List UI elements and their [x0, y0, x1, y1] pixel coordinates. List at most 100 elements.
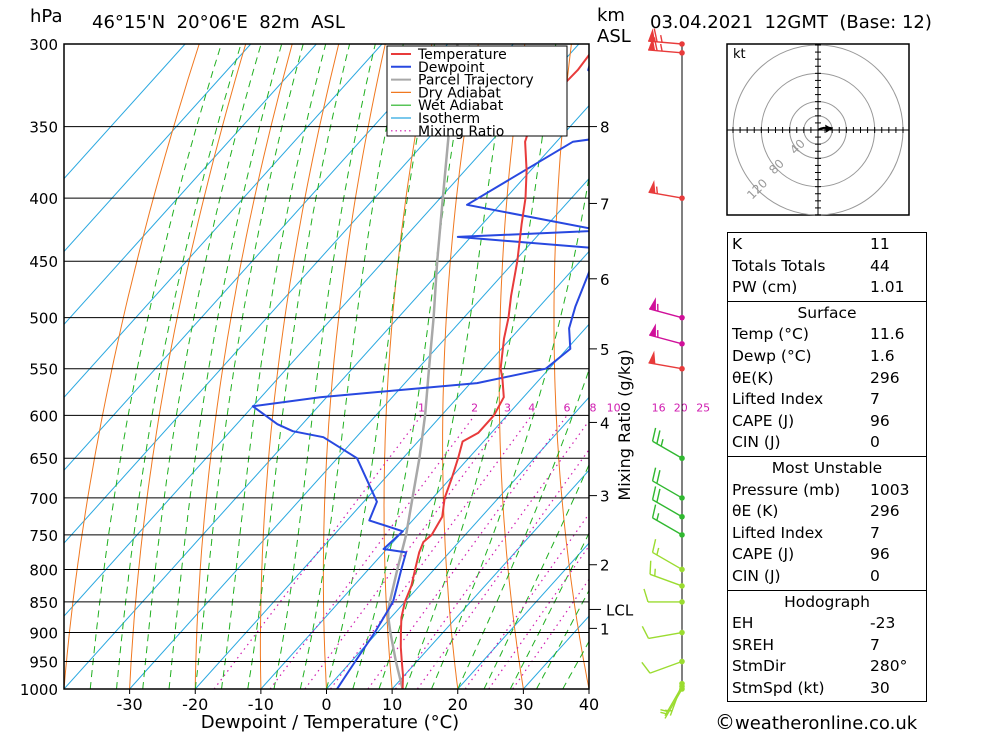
sounding-curves [253, 44, 641, 689]
row-value: 96 [870, 411, 920, 433]
height-tick-label: 3 [600, 488, 610, 506]
dry-adiabat-line [130, 44, 246, 689]
pressure-tick-label: 500 [29, 310, 58, 328]
wind-barb [649, 180, 685, 201]
height-tick-label: 2 [600, 557, 610, 575]
height-tick-label: 4 [600, 414, 610, 432]
table-row: Dewp (°C) 1.6 [728, 346, 926, 368]
wet-adiabat-line [405, 44, 556, 689]
wind-barb-staff [670, 684, 682, 716]
height-tick-label: 8 [600, 119, 610, 137]
row-label: PW (cm) [732, 277, 797, 299]
table-row: CIN (J)0 [728, 566, 926, 588]
mixing-ratio-label: 6 [564, 401, 571, 414]
pressure-tick-label: 700 [29, 490, 58, 508]
row-value: 44 [870, 256, 920, 278]
row-label: Totals Totals [732, 256, 825, 278]
dry-adiabat-line [195, 44, 292, 689]
row-label: Lifted Index [732, 389, 823, 411]
row-value: 96 [870, 544, 920, 566]
wind-barb [653, 468, 685, 501]
wet-adiabat-line [458, 44, 671, 689]
wind-barb-pennant [649, 297, 656, 310]
table-row: Temp (°C)11.6 [728, 324, 926, 346]
isotherm-line [0, 44, 448, 689]
wind-barb [649, 323, 685, 346]
row-label: EH [732, 613, 753, 635]
row-value: 11 [870, 234, 920, 256]
wind-barb-half-flag [661, 439, 663, 446]
row-value: 1.01 [870, 277, 920, 299]
pressure-tick-label: 400 [29, 190, 58, 208]
height-unit-km: km [597, 5, 625, 26]
mixing-ratio-line [513, 415, 704, 689]
height-tick-label: 7 [600, 195, 610, 213]
height-unit-asl: ASL [597, 26, 631, 47]
wet-adiabat-line [222, 44, 326, 689]
mixing-ratio-line [214, 415, 421, 689]
x-tick-label: 30 [513, 695, 533, 714]
row-value: 7 [870, 389, 920, 411]
wet-adiabat-line [353, 44, 470, 689]
wind-barb-flag [650, 561, 651, 575]
row-value: 1.6 [870, 346, 920, 368]
row-value: 7 [870, 523, 920, 545]
section-title: Hodograph [728, 592, 926, 614]
row-value: 296 [870, 501, 920, 523]
row-label: CIN (J) [732, 566, 781, 588]
mixing-ratio-label: 25 [696, 401, 710, 414]
dewpoint-curve [253, 44, 641, 689]
lcl-label: LCL [606, 601, 634, 619]
section-title: Most Unstable [728, 458, 926, 480]
wet-adiabat-line [90, 44, 221, 689]
table-row: Lifted Index 7 [728, 389, 926, 411]
mixing-ratio-label: 1 [418, 401, 425, 414]
row-value: 296 [870, 368, 920, 390]
wind-barb-staff [653, 552, 682, 569]
wind-barb-staff [653, 500, 682, 517]
site-name: weatheronline.co.uk [735, 713, 917, 734]
wind-barb [650, 561, 685, 589]
dry-adiabat-line [990, 44, 1000, 689]
mixing-ratio-line [368, 415, 567, 689]
wind-barb-flag [657, 470, 660, 483]
row-label: StmDir [732, 656, 786, 678]
pressure-tick-label: 550 [29, 361, 58, 379]
row-label: Dewp (°C) [732, 346, 812, 368]
wind-barb-staff [653, 441, 682, 458]
table-row: EH -23 [728, 613, 926, 635]
wind-barb [642, 626, 684, 638]
pressure-tick-label: 600 [29, 407, 58, 425]
row-label: StmSpd (kt) [732, 678, 825, 700]
wind-barb-staff [650, 574, 682, 586]
wind-barb [653, 539, 685, 572]
x-tick-label: 40 [579, 695, 599, 714]
pressure-tick-label: 1000 [20, 681, 58, 699]
wind-barb-pennant [649, 351, 656, 364]
wind-barb-column [642, 28, 685, 718]
pressure-tick-label: 800 [29, 561, 58, 579]
wind-barb-flag [657, 430, 660, 443]
row-value: -23 [870, 613, 920, 635]
wind-barb-staff [653, 518, 682, 535]
wind-barb-flag [644, 589, 648, 602]
mixing-ratio-label: 2 [471, 401, 478, 414]
wet-adiabat-line [484, 44, 736, 689]
wind-barb-flag [653, 468, 656, 481]
table-row: CAPE (J)96 [728, 411, 926, 433]
location-title: 46°15'N 20°06'E 82m ASL [92, 12, 345, 33]
x-axis-title: Dewpoint / Temperature (°C) [201, 712, 459, 733]
isotherm-line [195, 44, 776, 689]
row-value: 11.6 [870, 324, 920, 346]
mixing-ratio-line [331, 415, 532, 689]
hodograph-unit-label: kt [733, 47, 746, 62]
datetime-label: 03.04.2021 12GMT (Base: 12) [650, 12, 932, 33]
pressure-tick-label: 350 [29, 119, 58, 137]
